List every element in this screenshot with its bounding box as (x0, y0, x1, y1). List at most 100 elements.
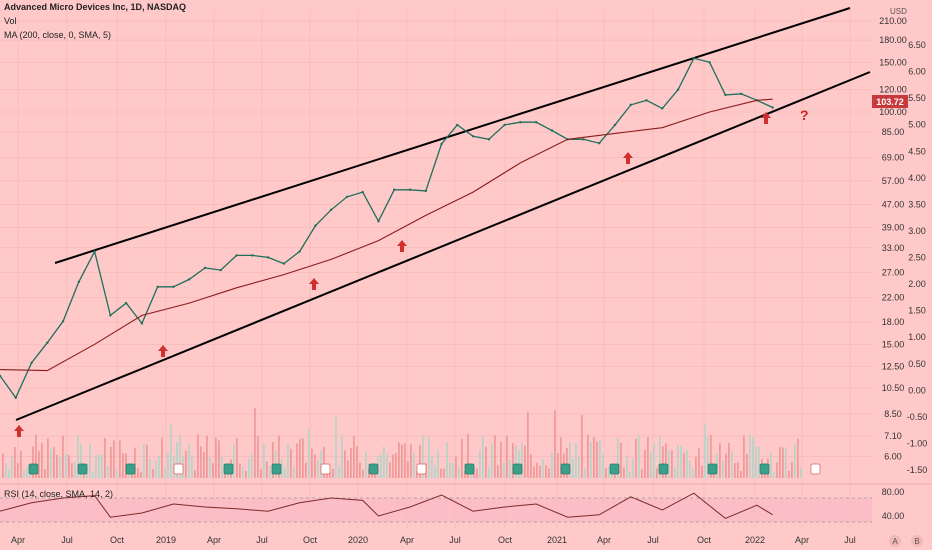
volume-bar (365, 452, 367, 478)
volume-bar (692, 468, 694, 478)
volume-bar (671, 450, 673, 478)
time-tick-label: 2019 (156, 535, 176, 545)
price-point (156, 286, 158, 288)
price-point (125, 302, 127, 304)
volume-bar (725, 453, 727, 478)
volume-bar (155, 460, 157, 478)
volume-bar (392, 455, 394, 478)
volume-bar (794, 444, 796, 478)
price-point (614, 124, 616, 126)
time-tick-label: Jul (449, 535, 461, 545)
volume-bar (545, 465, 547, 478)
price-point (267, 256, 269, 258)
volume-bar (449, 463, 451, 478)
price-point (425, 190, 427, 192)
price-point (708, 61, 710, 63)
volume-bar (110, 447, 112, 478)
time-tick-label: 2022 (745, 535, 765, 545)
earnings-marker (465, 464, 474, 474)
price-point (46, 342, 48, 344)
price-point (298, 250, 300, 252)
price-point (283, 262, 285, 264)
volume-bar (5, 463, 7, 478)
earnings-marker (513, 464, 522, 474)
rsi-band (0, 498, 872, 522)
volume-bar (263, 444, 265, 478)
volume-bar (431, 456, 433, 478)
price-point (377, 220, 379, 222)
price-point (661, 107, 663, 109)
price-point (346, 196, 348, 198)
price-tick-label: 6.00 (884, 452, 902, 462)
volume-bar (650, 453, 652, 478)
price-point (361, 191, 363, 193)
time-tick-label: Apr (597, 535, 611, 545)
volume-bar (689, 461, 691, 478)
price-point (204, 267, 206, 269)
volume-bar (698, 448, 700, 478)
secondary-tick-label: 2.00 (908, 279, 926, 289)
volume-bar (731, 451, 733, 478)
price-point (519, 121, 521, 123)
time-tick-label: Apr (207, 535, 221, 545)
volume-bar (383, 446, 385, 478)
price-point (551, 129, 553, 131)
volume-bar (380, 455, 382, 478)
volume-bar (797, 439, 799, 478)
volume-bar (56, 455, 58, 478)
time-tick-label: Apr (11, 535, 25, 545)
volume-bar (359, 463, 361, 478)
volume-bar (488, 467, 490, 478)
volume-bar (782, 448, 784, 478)
price-tick-label: 210.00 (879, 16, 907, 26)
volume-bar (428, 438, 430, 478)
volume-bar (20, 451, 22, 478)
price-point (93, 250, 95, 252)
time-tick-label: Apr (400, 535, 414, 545)
price-point (393, 189, 395, 191)
rsi-tick-label: 80.00 (882, 487, 905, 497)
volume-bar (791, 462, 793, 478)
volume-bar (44, 469, 46, 478)
price-point (456, 124, 458, 126)
price-point (172, 286, 174, 288)
volume-bar (740, 471, 742, 478)
earnings-marker (561, 464, 570, 474)
volume-bar (539, 466, 541, 478)
volume-bar (527, 412, 529, 478)
volume-bar (644, 450, 646, 478)
volume-bar (497, 465, 499, 478)
price-point (30, 362, 32, 364)
volume-bar (506, 436, 508, 478)
volume-bar (770, 452, 772, 478)
volume-bar (203, 452, 205, 478)
volume-bar (686, 450, 688, 478)
price-point (771, 106, 773, 108)
time-tick-label: 2021 (547, 535, 567, 545)
volume-bar (158, 455, 160, 478)
volume-bar (194, 470, 196, 478)
volume-bar (677, 445, 679, 478)
volume-bar (293, 467, 295, 478)
volume-bar (641, 469, 643, 478)
price-point (109, 314, 111, 316)
price-point (15, 397, 17, 399)
time-tick-label: Oct (303, 535, 318, 545)
time-tick-label: Jul (61, 535, 73, 545)
price-tick-label: 22.00 (882, 292, 905, 302)
volume-bar (734, 463, 736, 478)
volume-bar (722, 461, 724, 478)
volume-bar (74, 462, 76, 478)
volume-bar (719, 443, 721, 478)
button-b-label: B (914, 537, 919, 546)
volume-bar (602, 454, 604, 478)
volume-bar (587, 435, 589, 478)
volume-bar (509, 460, 511, 478)
volume-bar (599, 440, 601, 478)
volume-bar (500, 442, 502, 478)
volume-bar (395, 453, 397, 478)
price-point (630, 104, 632, 106)
price-point (472, 135, 474, 137)
volume-bar (284, 467, 286, 478)
